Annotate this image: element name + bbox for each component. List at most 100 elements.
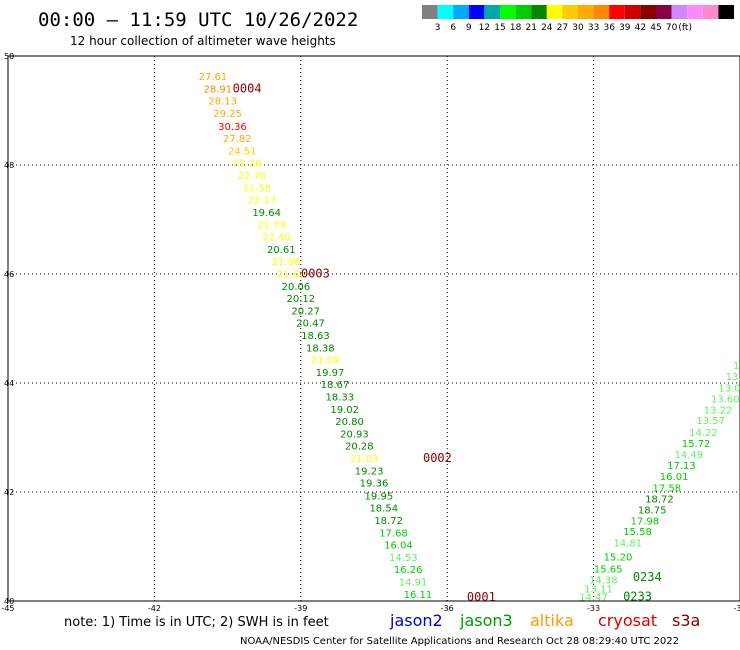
y-tick-label: 48 [4,161,14,170]
scale-swatch [593,5,610,19]
scale-swatch [531,5,547,19]
pass-time-label: 0003 [301,266,330,280]
pass-time-label: 0002 [423,451,452,465]
wave-height-label: 14.22 [689,428,718,439]
chart-subtitle: 12 hour collection of altimeter wave hei… [70,34,336,48]
wave-height-label: 28.13 [208,97,237,108]
wave-height-label: 13.08 [718,383,740,394]
pass-time-label: 0004 [233,82,262,96]
y-tick-label: 50 [4,52,14,61]
x-tick-label: -36 [441,604,454,613]
scale-label: 6 [450,23,456,33]
wave-height-label: 18.75 [638,505,667,516]
wave-height-label: 20.06 [282,282,311,293]
grid-lines [8,56,740,601]
x-tick-label: -42 [148,604,161,613]
scale-swatch [500,5,516,19]
wave-height-label: 20.93 [340,430,369,441]
wave-height-label: 18.72 [645,495,674,506]
y-tick-labels: 40 42 44 46 48 50 [4,52,14,606]
wave-height-label: 19.36 [360,479,389,490]
wave-height-label: 14.38 [589,576,618,587]
scale-label: 30 [572,23,584,33]
scale-label: 3 [435,23,441,33]
scale-swatch [718,5,734,19]
wave-height-label: 27.61 [199,72,228,83]
wave-height-label: 15.58 [623,527,652,538]
wave-height-label: 13.60 [711,394,740,405]
scale-swatch [484,5,500,19]
wave-height-label: 14.47 [579,593,608,604]
scale-label: 24 [541,23,553,33]
wave-height-label: 24.51 [228,146,257,157]
pass-time-label: 0234 [633,570,662,584]
scale-swatch [437,5,454,19]
scale-label: 21 [525,23,536,33]
scale-swatch [578,5,594,19]
wave-height-label: 16.04 [384,540,413,551]
wave-height-label: 17.68 [379,528,408,539]
wave-height-label: 18.38 [306,344,335,355]
satellite-legend: jason2 jason3 altika cryosat s3a [389,611,700,630]
plot-frame [7,55,740,602]
wave-height-label: 16.26 [394,565,423,576]
x-tick-label: -30 [733,604,740,613]
wave-height-label: 18.54 [369,503,398,514]
wave-height-label: 21.61 [277,269,306,280]
wave-height-label: 18.63 [301,331,330,342]
wave-height-label: 17.98 [631,516,660,527]
wave-height-label: 20.28 [345,442,374,453]
footer-text: NOAA/NESDIS Center for Satellite Applica… [240,636,679,647]
scale-swatch [609,5,625,19]
pass-time-label: 0233 [623,590,652,604]
y-tick-label: 40 [4,597,14,606]
wave-height-label: 28.91 [204,85,233,96]
scale-label: 18 [510,23,522,33]
wave-height-label: 15.72 [682,439,711,450]
wave-height-label: 20.80 [335,417,364,428]
x-tick-label: -45 [1,604,14,613]
wave-height-label: 22.26 [233,158,262,169]
wave-height-label: 21.09 [311,356,340,367]
scale-swatch [422,5,438,19]
satellite-altika: altika [530,611,574,630]
scale-label: 12 [479,23,490,33]
scale-label: 36 [603,23,615,33]
wave-height-label: 17.13 [667,461,696,472]
wave-height-label: 20.12 [286,294,315,305]
scale-label: 39 [619,23,631,33]
satellite-jason2: jason2 [389,611,443,630]
wave-height-label: 12.07 [733,361,740,372]
scale-swatch [468,5,485,19]
wave-height-label: 22.13 [247,195,276,206]
wave-height-label: 27.82 [223,134,252,145]
wave-height-label: 19.02 [330,405,359,416]
wave-height-label: 16.01 [660,472,689,483]
wave-height-label: 21.79 [257,220,286,231]
satellite-s3a: s3a [672,611,700,630]
wave-height-label: 17.58 [652,484,681,495]
color-scale-legend: 3 6 9 12 15 18 21 24 27 30 33 36 39 42 45 70 (ft) [422,5,734,33]
scale-label: 33 [588,23,599,33]
scale-label: 27 [557,23,568,33]
wave-height-label: 14.91 [399,577,428,588]
scale-unit: (ft) [678,23,692,33]
wave-height-label: 18.33 [326,393,355,404]
scale-swatch [624,5,641,19]
scale-label: 70 [666,23,678,33]
scale-swatch [656,5,672,19]
wave-height-label: 19.95 [365,491,394,502]
wave-height-label: 18.72 [374,516,403,527]
wave-height-label: 15.65 [594,564,623,575]
wave-height-label: 20.47 [296,319,325,330]
x-tick-labels: -45 -42 -39 -36 -33 -30 [1,604,740,613]
note-text: note: 1) Time is in UTC; 2) SWH is in fe… [64,615,329,630]
scale-swatch [702,5,719,19]
wave-height-label: 14.81 [613,539,642,550]
wave-height-label: 15.20 [604,552,633,563]
wave-height-label: 22.40 [262,232,291,243]
wave-height-label: 21.03 [350,454,379,465]
